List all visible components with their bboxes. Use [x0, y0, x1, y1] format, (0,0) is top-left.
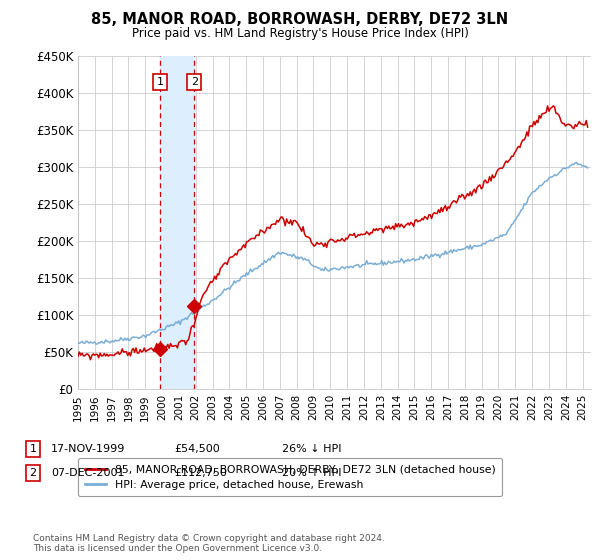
Text: 07-DEC-2001: 07-DEC-2001 [51, 468, 125, 478]
Text: 85, MANOR ROAD, BORROWASH, DERBY, DE72 3LN: 85, MANOR ROAD, BORROWASH, DERBY, DE72 3… [91, 12, 509, 27]
Text: 1: 1 [29, 444, 37, 454]
Text: Contains HM Land Registry data © Crown copyright and database right 2024.
This d: Contains HM Land Registry data © Crown c… [33, 534, 385, 553]
Text: £112,750: £112,750 [174, 468, 227, 478]
Legend: 85, MANOR ROAD, BORROWASH, DERBY, DE72 3LN (detached house), HPI: Average price,: 85, MANOR ROAD, BORROWASH, DERBY, DE72 3… [78, 458, 502, 496]
Bar [160, 56, 194, 389]
Text: 2: 2 [191, 77, 198, 87]
Text: 26% ↓ HPI: 26% ↓ HPI [282, 444, 341, 454]
Text: £54,500: £54,500 [174, 444, 220, 454]
Text: Price paid vs. HM Land Registry's House Price Index (HPI): Price paid vs. HM Land Registry's House … [131, 27, 469, 40]
Text: 2: 2 [29, 468, 37, 478]
Text: 17-NOV-1999: 17-NOV-1999 [51, 444, 125, 454]
Text: 1: 1 [157, 77, 164, 87]
Text: 20% ↑ HPI: 20% ↑ HPI [282, 468, 341, 478]
